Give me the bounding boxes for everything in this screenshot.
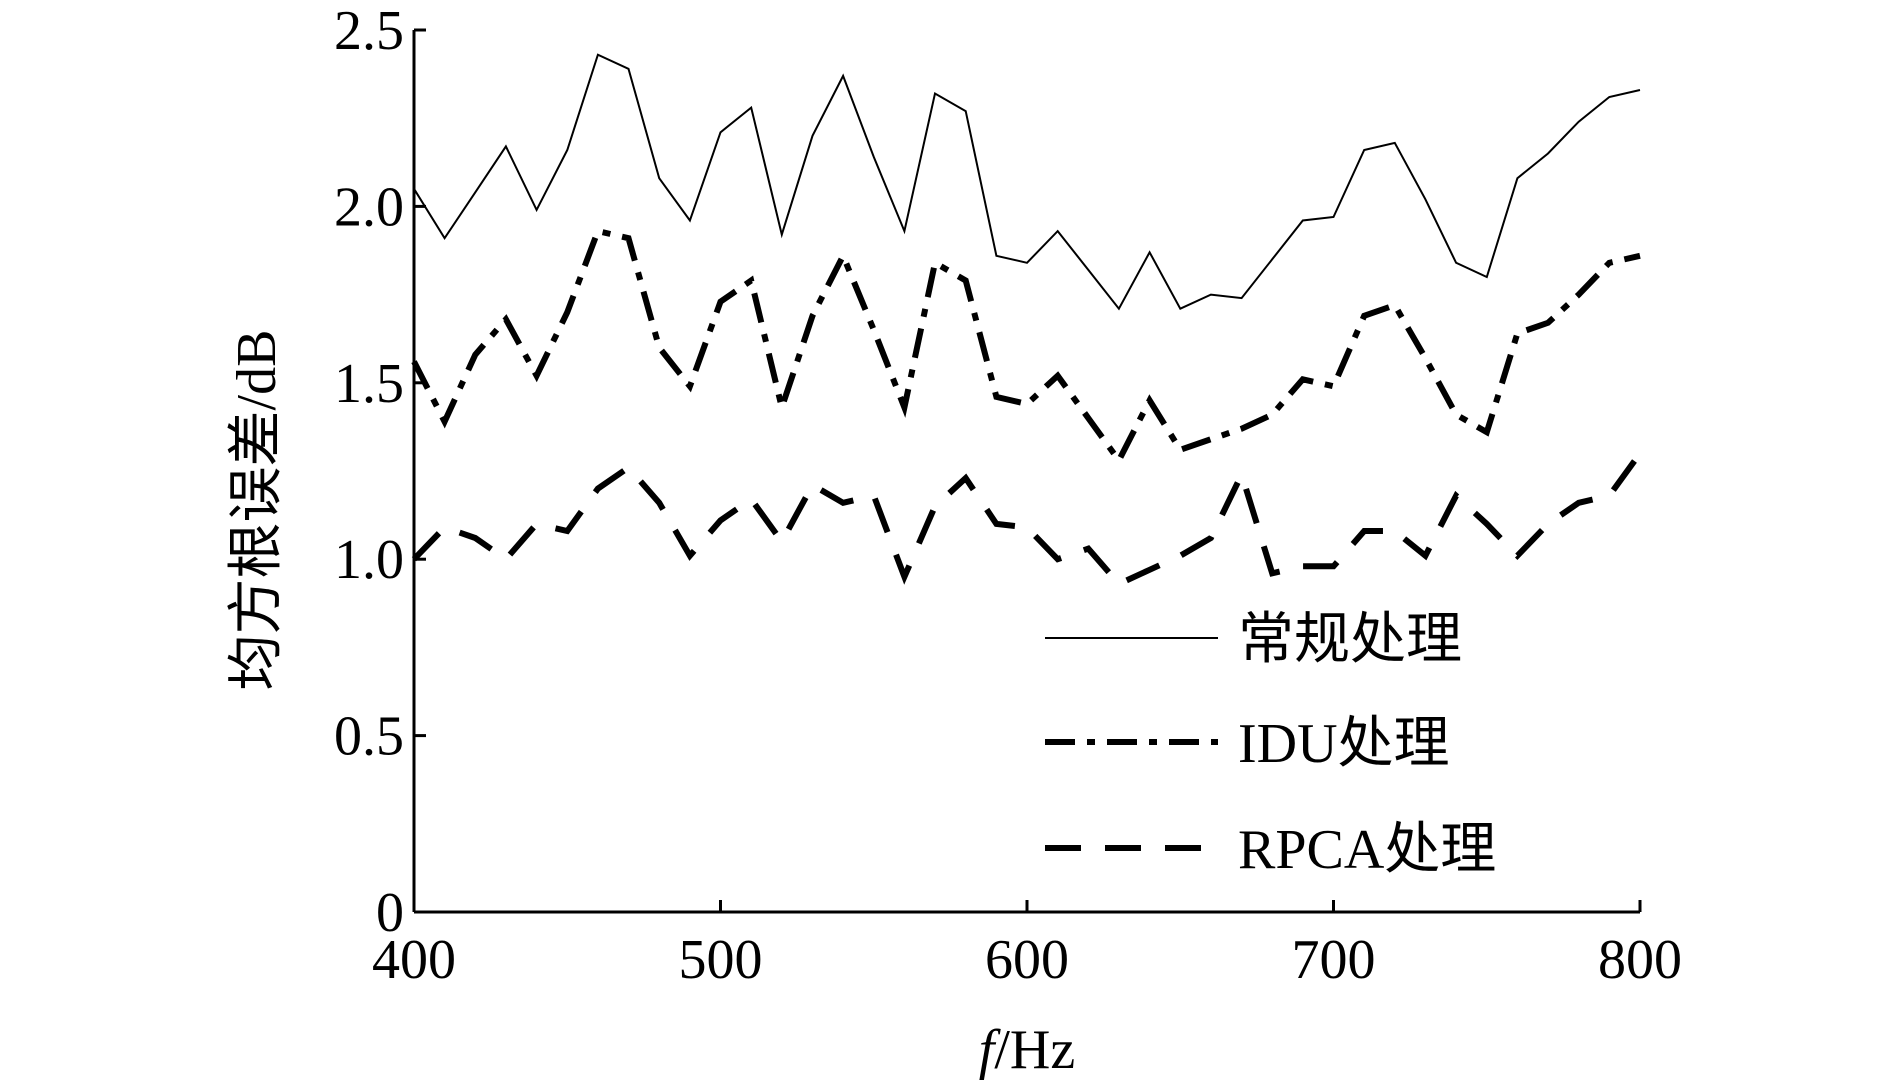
series-line-solid bbox=[413, 53, 1641, 311]
x-tick-label: 400 bbox=[372, 929, 456, 991]
y-tick-label: 1.5 bbox=[334, 353, 404, 415]
y-axis-label: 均方根误差/dB bbox=[226, 330, 288, 691]
y-tick-label: 1.0 bbox=[334, 529, 404, 591]
x-axis-label: f/Hz bbox=[979, 1019, 1075, 1081]
x-axis-ticks: 400 500 600 700 800 bbox=[372, 900, 1682, 991]
y-axis-ticks: 0 0.5 1.0 1.5 2.0 2.5 bbox=[334, 0, 426, 944]
x-tick-label: 700 bbox=[1292, 929, 1376, 991]
legend-label-rpca: RPCA处理 bbox=[1238, 819, 1496, 881]
legend: 常规处理 IDU处理 RPCA处理 bbox=[1045, 609, 1496, 881]
y-tick-label: 2.0 bbox=[334, 176, 404, 238]
y-tick-label: 2.5 bbox=[334, 0, 404, 62]
legend-label-idu: IDU处理 bbox=[1238, 713, 1450, 775]
x-tick-label: 800 bbox=[1598, 929, 1682, 991]
y-tick-label: 0.5 bbox=[334, 706, 404, 768]
series-line-dashed bbox=[411, 451, 1643, 588]
x-tick-label: 600 bbox=[985, 929, 1069, 991]
legend-label-conventional: 常规处理 bbox=[1238, 609, 1462, 671]
series-layer bbox=[411, 53, 1643, 588]
y-tick-label: 0 bbox=[376, 882, 404, 944]
x-tick-label: 500 bbox=[679, 929, 763, 991]
series-line-dashdot bbox=[411, 227, 1641, 467]
